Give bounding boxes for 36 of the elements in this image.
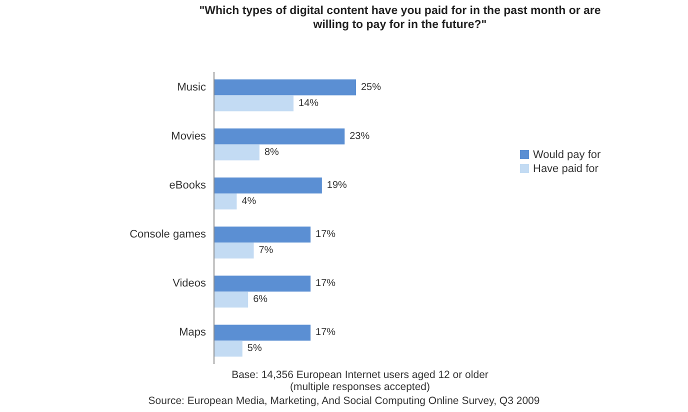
bar <box>214 193 237 210</box>
source-note: Source: European Media, Marketing, And Social Computing Online Survey, Q3 2009 <box>148 395 540 407</box>
y-tick-label: eBooks <box>169 179 206 192</box>
data-label: 17% <box>316 327 336 338</box>
legend-label: Would pay for <box>533 149 601 161</box>
data-label: 14% <box>298 98 319 109</box>
data-label: 23% <box>350 130 370 142</box>
y-tick-label: Videos <box>172 278 206 290</box>
bar <box>214 292 248 308</box>
bar <box>214 95 294 112</box>
data-label: 8% <box>264 146 279 158</box>
text: "Which types of digital content have you paid for in the past month or are willing to pay for in the future?" <box>199 5 601 31</box>
data-label: 5% <box>247 343 262 354</box>
bar <box>214 144 260 160</box>
y-tick-label: Music <box>177 81 206 94</box>
bar <box>214 340 242 357</box>
data-label: 17% <box>316 278 336 290</box>
bar <box>214 178 322 194</box>
data-label: 25% <box>361 82 382 93</box>
bar <box>214 128 345 144</box>
y-tick-label: Console games <box>130 228 206 241</box>
data-label: 17% <box>316 229 336 240</box>
data-label: 6% <box>253 294 268 306</box>
bar <box>214 226 311 243</box>
data-label: 19% <box>326 180 348 191</box>
legend-label: Have paid for <box>533 163 599 175</box>
bar <box>214 242 254 258</box>
bar <box>214 324 311 341</box>
y-tick-label: Maps <box>179 326 206 339</box>
text: (multiple responses accepted) <box>290 381 430 393</box>
data-label: 7% <box>258 245 274 256</box>
text: Base: 14,356 European Internet users aged 12 or older <box>232 369 489 381</box>
bar <box>214 79 356 96</box>
bar <box>214 276 311 292</box>
data-label: 4% <box>242 196 256 207</box>
y-tick-label: Movies <box>171 130 206 142</box>
